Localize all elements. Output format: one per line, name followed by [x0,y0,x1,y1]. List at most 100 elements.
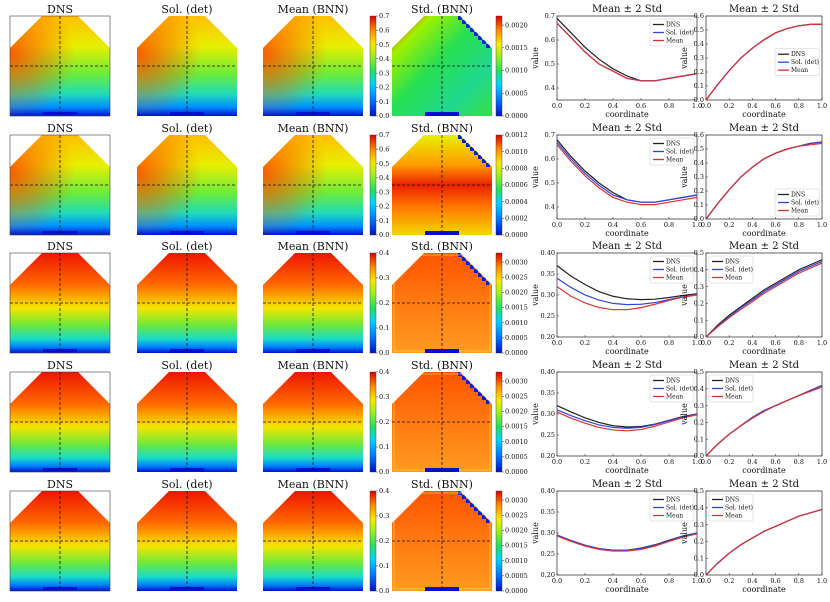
heatmap-sol-det: Sol. (det) [137,122,237,235]
legend-label: DNS [666,141,680,148]
colorbar-tick-label: 0.4 [379,55,389,63]
y-tick-label: 0.5 [694,487,704,495]
colorbar-tick-label: 0.3 [379,512,389,520]
map-frame [9,252,111,354]
y-tick-label: 0.5 [694,145,704,153]
edge-cell [470,147,474,151]
colorbar-tick-label: 0.0025 [505,273,528,281]
series-line-mean [556,286,698,311]
y-tick-label: 0.25 [541,312,555,320]
x-tick-label: 0.0 [552,221,562,229]
edge-cell [462,257,466,261]
colorbar-tick-label: 0.2 [379,203,389,211]
colorbar-tick-label: 0.3 [379,274,389,282]
edge-cell [478,392,482,396]
x-tick-label: 1.0 [817,577,827,585]
mean-colorbar: 0.0 0.1 0.2 0.3 0.4 0.5 0.6 0.7 [369,12,389,120]
y-axis-label: value [680,47,689,70]
colorbar-tick-label: 0.5 [379,41,389,49]
y-tick-label: 0.0 [694,215,704,223]
y-tick-label: 0.2 [694,419,704,427]
colorbar-tick-label: 0.6 [379,26,389,34]
map-title: DNS [47,122,73,135]
edge-cell [462,376,466,380]
heatmap-mean-bnn: Mean (BNN) [263,478,363,591]
x-tick-label: 1.0 [692,458,702,466]
colorbar-tick-label: 0.6 [379,145,389,153]
edge-cell [478,155,482,159]
x-tick-label: 0.0 [701,339,711,347]
colorbar-tick-label: 0.0000 [505,231,528,239]
figure-row-4: DNS Sol. (det) Mean (BNN) Std. (BNN)0.00.10… [9,359,827,476]
line-plot-horizontal: Mean ± 2 Std 0.0 0.2 0.4 0.6 0.8 1.0 0.20 0.25 0.… [531,241,702,356]
legend-label: Mean [725,513,742,520]
legend-box [649,255,695,284]
x-tick-label: 0.8 [794,577,804,585]
y-tick-label: 0.5 [694,249,704,257]
legend-label: Sol. (det) [666,149,694,156]
heatmap-sol-det: Sol. (det) [137,359,237,472]
colorbar-bar [495,490,503,592]
x-tick-label: 0.0 [701,577,711,585]
colorbar-tick-label: 0.2 [379,299,389,307]
plot-frame [556,15,698,101]
colorbar-tick-label: 0.0005 [505,334,528,342]
x-tick-label: 0.6 [636,221,646,229]
colorbar-tick-label: 0.7 [379,131,389,139]
map-title: Std. (BNN) [411,122,473,135]
x-tick-label: 0.4 [608,577,618,585]
colorbar-bar [495,15,503,117]
y-tick-label: 0.4 [694,385,704,393]
y-tick-label: 0.6 [694,12,704,20]
line-plot-horizontal: Mean ± 2 Std 0.0 0.2 0.4 0.6 0.8 1.0 0.4 0.5 0.6 0… [531,123,702,238]
colorbar-tick-label: 0.0015 [505,44,528,52]
colorbar-bar [369,252,377,354]
edge-cell [486,44,490,48]
x-axis-label: coordinate [742,229,786,238]
x-tick-label: 0.2 [580,577,590,585]
plot-frame [556,134,698,220]
y-tick-label: 0.2 [694,300,704,308]
plot-title: Mean ± 2 Std [592,4,663,15]
x-tick-label: 0.4 [608,458,618,466]
edge-cell [466,24,470,28]
colorbar-tick-label: 0.7 [379,12,389,20]
y-tick-label: 0.25 [541,550,555,558]
edge-cell [470,503,474,507]
series-line-dns [556,265,698,301]
x-tick-label: 1.0 [692,577,702,585]
mean-colorbar: 0.0 0.1 0.2 0.3 0.4 0.5 0.6 0.7 [369,131,389,239]
colorbar-tick-label: 0.0005 [505,453,528,461]
map-frame [9,490,111,592]
x-tick-label: 0.0 [701,221,711,229]
y-tick-label: 0.1 [694,435,704,443]
y-tick-label: 0.35 [541,508,555,516]
x-tick-label: 0.2 [724,221,734,229]
y-tick-label: 0.5 [694,26,704,34]
edge-cell [486,519,490,523]
map-title: Sol. (det) [161,359,212,372]
colorbar-tick-label: 0.0015 [505,304,528,312]
legend-label: Sol. (det) [725,505,753,512]
colorbar-tick-label: 0.3 [379,393,389,401]
series-line-mean [556,22,698,82]
y-axis-label: value [680,522,689,545]
x-tick-label: 1.0 [817,458,827,466]
x-tick-label: 0.4 [747,577,757,585]
plot-frame [705,490,823,576]
legend-box [708,374,754,403]
colorbar-tick-label: 0.0020 [505,289,528,297]
colorbar-tick-label: 0.0000 [505,112,528,120]
x-tick-label: 0.0 [552,339,562,347]
x-tick-label: 0.4 [608,102,618,110]
legend-label: Mean [725,394,742,401]
colorbar-tick-label: 0.0015 [505,542,528,550]
colorbar-tick-label: 0.0010 [505,319,528,327]
x-axis-label: coordinate [742,466,786,475]
legend-box [708,255,754,284]
legend-label: DNS [791,192,805,199]
legend-label: DNS [791,51,805,58]
